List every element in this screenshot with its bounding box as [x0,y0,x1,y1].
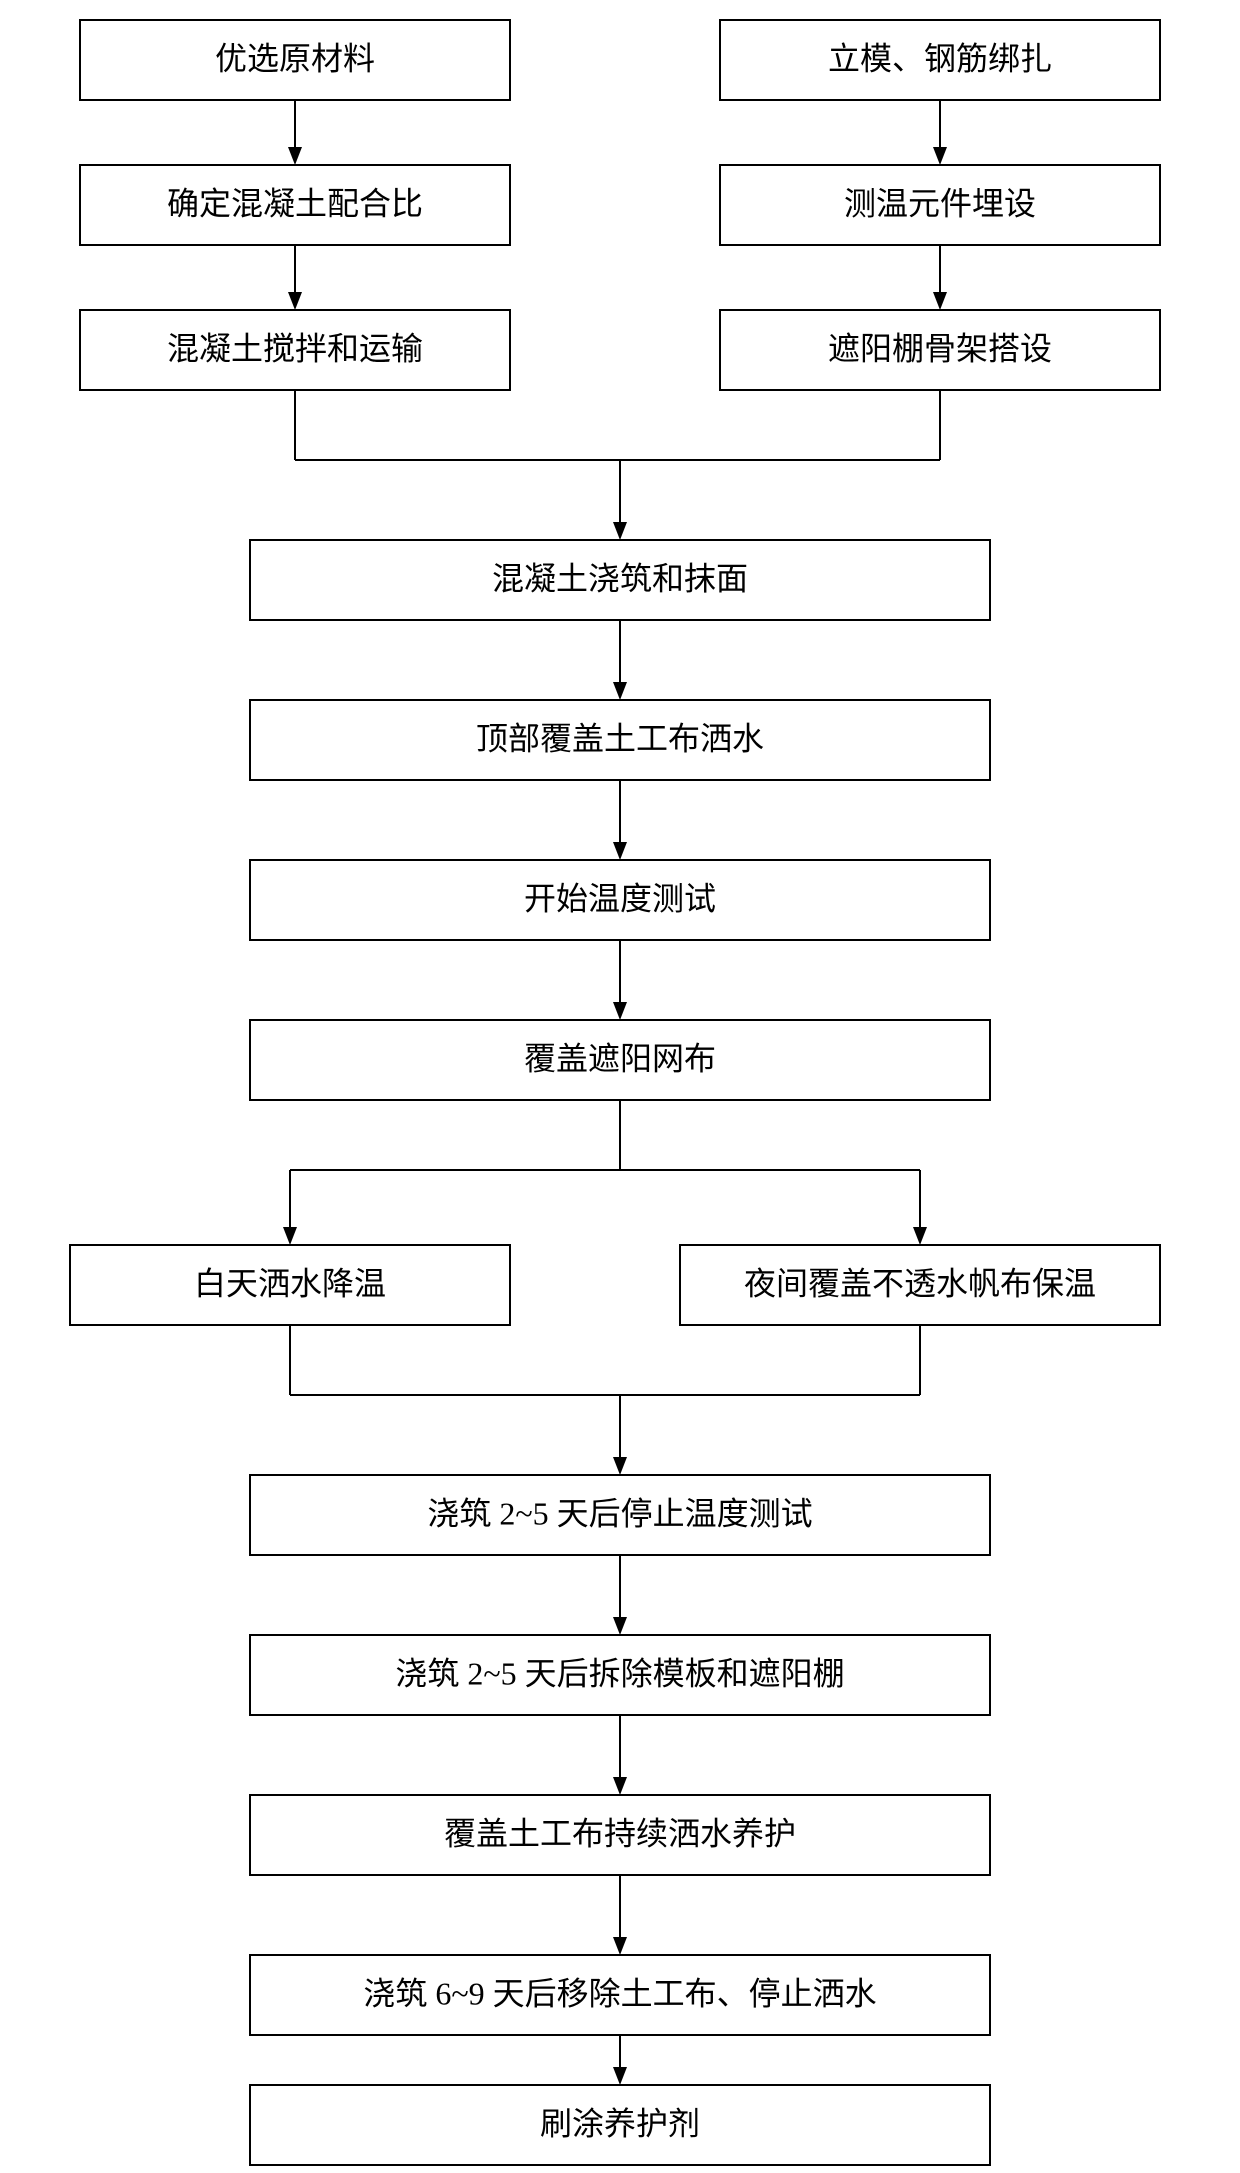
arrowhead [288,147,302,165]
arrowhead [613,1457,627,1475]
flow-node-label: 浇筑 2~5 天后拆除模板和遮阳棚 [395,1655,844,1691]
arrowhead [613,2067,627,2085]
arrowhead [933,147,947,165]
arrowhead [913,1227,927,1245]
arrowhead [288,292,302,310]
flow-node-label: 测温元件埋设 [844,185,1036,221]
flow-node-label: 覆盖遮阳网布 [524,1040,716,1076]
flow-node-label: 确定混凝土配合比 [167,185,423,221]
arrowhead [613,1777,627,1795]
flow-node-label: 浇筑 2~5 天后停止温度测试 [427,1495,812,1531]
arrowhead [613,682,627,700]
flow-node-label: 遮阳棚骨架搭设 [828,330,1052,366]
arrowhead [613,1617,627,1635]
flow-node-label: 刷涂养护剂 [540,2105,700,2141]
flow-node-label: 立模、钢筋绑扎 [828,40,1052,76]
arrowhead [283,1227,297,1245]
flow-node-label: 白天洒水降温 [194,1265,386,1301]
flow-node-label: 混凝土浇筑和抹面 [492,560,748,596]
arrowhead [613,1002,627,1020]
flowchart: 优选原材料确定混凝土配合比混凝土搅拌和运输 立模、钢筋绑扎测温元件埋设遮阳棚骨架搭… [0,0,1240,2173]
flow-node-label: 顶部覆盖土工布洒水 [476,720,764,756]
flow-node-label: 覆盖土工布持续洒水养护 [444,1815,796,1851]
flow-node-label: 优选原材料 [215,40,375,76]
arrowhead [933,292,947,310]
flow-node-label: 夜间覆盖不透水帆布保温 [744,1265,1096,1301]
flow-node-label: 浇筑 6~9 天后移除土工布、停止洒水 [363,1975,876,2011]
flow-node-label: 开始温度测试 [524,880,716,916]
flow-node-label: 混凝土搅拌和运输 [167,330,423,366]
arrowhead [613,1937,627,1955]
arrowhead [613,522,627,540]
arrowhead [613,842,627,860]
